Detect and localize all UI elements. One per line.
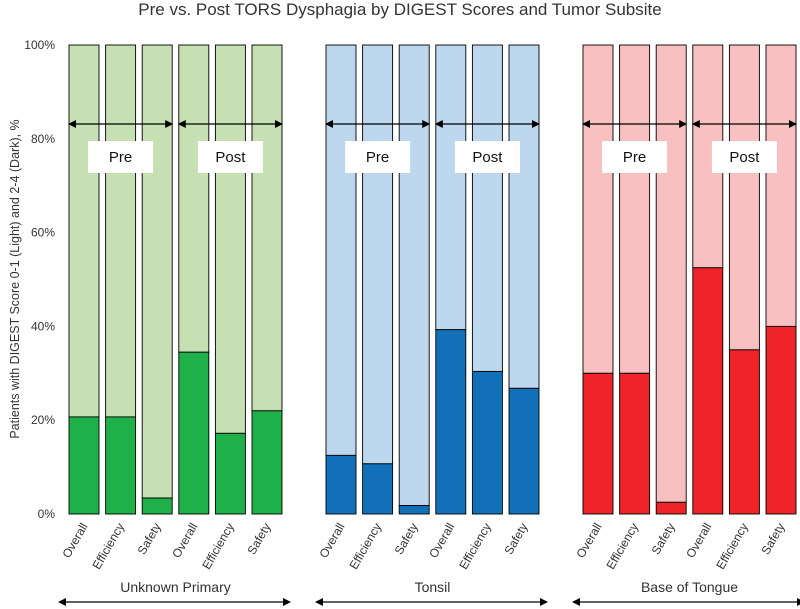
post-label-box (454, 141, 520, 173)
bar-light-segment (178, 44, 210, 353)
category-label: Overall (316, 521, 347, 561)
category-label: Efficiency (713, 521, 751, 572)
group-label: Base of Tongue (641, 579, 738, 595)
category-label: Overall (573, 521, 604, 561)
pre-label-box (602, 141, 668, 173)
post-label: Post (729, 149, 760, 166)
post-label-box (711, 141, 777, 173)
y-tick-label: 40% (31, 319, 55, 333)
bar-dark-segment (655, 501, 687, 515)
pre-label: Pre (366, 149, 389, 166)
y-tick-label: 80% (31, 132, 55, 146)
group-range-arrow (58, 598, 291, 606)
pre-label: Pre (623, 149, 646, 166)
post-label: Post (215, 149, 246, 166)
category-label: Safety (135, 521, 164, 557)
bar-dark-segment (508, 387, 540, 515)
bar-light-segment (508, 44, 540, 389)
group-range-arrow (315, 598, 548, 606)
pre-label: Pre (109, 149, 132, 166)
bar-dark-segment (141, 497, 173, 515)
bar-light-segment (214, 44, 246, 434)
group-label: Tonsil (415, 579, 451, 595)
bar-dark-segment (325, 454, 357, 515)
bar-dark-segment (398, 505, 430, 515)
pre-label-box (345, 141, 411, 173)
y-tick-label: 60% (31, 226, 55, 240)
bar-dark-segment (105, 416, 137, 515)
bar-dark-segment (619, 372, 651, 515)
y-axis-label: Patients with DIGEST Score 0-1 (Light) a… (8, 119, 22, 438)
bar-light-segment (105, 44, 137, 418)
category-label: Efficiency (347, 521, 385, 572)
bar-dark-segment (692, 267, 724, 515)
bar-dark-segment (471, 370, 503, 515)
category-label: Overall (683, 521, 714, 561)
chart-title: Pre vs. Post TORS Dysphagia by DIGEST Sc… (138, 0, 661, 19)
bar-light-segment (582, 44, 614, 374)
post-label-box (197, 141, 263, 173)
category-label: Safety (392, 521, 421, 557)
post-range-arrow (691, 120, 797, 128)
post-range-arrow (177, 120, 283, 128)
pre-range-arrow (582, 120, 688, 128)
bar-light-segment (362, 44, 394, 465)
category-label: Safety (649, 521, 678, 557)
bar-light-segment (398, 44, 430, 507)
post-label: Post (472, 149, 503, 166)
y-tick-label: 20% (31, 413, 55, 427)
category-label: Efficiency (456, 521, 494, 572)
group-label: Unknown Primary (120, 579, 230, 595)
bar-dark-segment (765, 325, 797, 515)
bar-light-segment (435, 44, 467, 331)
y-tick-label: 100% (24, 38, 55, 52)
category-label: Safety (244, 521, 273, 557)
bar-dark-segment (178, 351, 210, 515)
bar-light-segment (471, 44, 503, 372)
bar-light-segment (728, 44, 760, 351)
pre-range-arrow (325, 120, 431, 128)
bar-light-segment (68, 44, 100, 418)
bar-dark-segment (728, 349, 760, 515)
category-label: Overall (169, 521, 200, 561)
bar-light-segment (325, 44, 357, 456)
bar-dark-segment (214, 432, 246, 515)
category-label: Efficiency (604, 521, 642, 572)
pre-range-arrow (68, 120, 174, 128)
bar-dark-segment (68, 416, 100, 515)
bar-dark-segment (251, 410, 283, 515)
category-label: Safety (758, 521, 787, 557)
bar-dark-segment (435, 329, 467, 515)
bar-light-segment (765, 44, 797, 327)
category-label: Safety (501, 521, 530, 557)
category-label: Overall (426, 521, 457, 561)
bar-light-segment (141, 44, 173, 499)
bar-dark-segment (582, 372, 614, 515)
category-label: Efficiency (199, 521, 237, 572)
category-label: Efficiency (90, 521, 128, 572)
group-range-arrow (572, 598, 800, 606)
pre-label-box (88, 141, 154, 173)
bar-light-segment (619, 44, 651, 374)
bar-light-segment (655, 44, 687, 503)
bar-light-segment (251, 44, 283, 412)
post-range-arrow (434, 120, 540, 128)
bar-dark-segment (362, 463, 394, 515)
y-tick-label: 0% (38, 507, 56, 521)
category-label: Overall (59, 521, 90, 561)
